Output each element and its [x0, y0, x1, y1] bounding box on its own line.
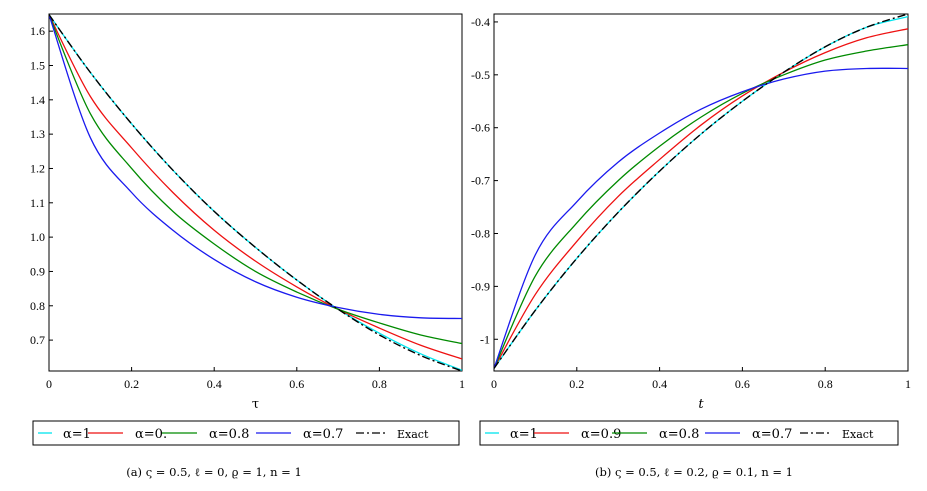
- plot-frame: [493, 13, 909, 372]
- series-line--0-: [49, 14, 462, 360]
- figure-caption: (b) ς = 0.5, ℓ = 0.2, ϱ = 0.1, n = 1: [595, 465, 793, 479]
- legend-entry: α=0.8: [209, 427, 249, 442]
- series-line-exact: [49, 14, 462, 371]
- x-tick-label: 0.6: [735, 377, 750, 391]
- y-tick-label: 1.5: [30, 58, 45, 72]
- y-tick-label: -0.7: [471, 174, 490, 188]
- y-tick-label: 1.1: [30, 196, 45, 210]
- x-tick-label: 0.8: [818, 377, 833, 391]
- y-tick-label: 1.0: [30, 230, 45, 244]
- legend-entry: Exact: [842, 428, 874, 441]
- y-tick-label: 0.7: [30, 333, 45, 347]
- legend-entry: α=0.: [135, 427, 167, 442]
- x-axis-label: τ: [252, 397, 259, 412]
- chart-panel-b: -1 -0.9 -0.8 -0.7 -0.6 -0.5 -0.4 0 0.2 0.4 0.6 0.8 1…: [471, 13, 911, 479]
- series-line--0-9: [494, 28, 908, 369]
- y-tick-label: -1: [480, 332, 490, 346]
- x-tick-label: 0.4: [652, 377, 667, 391]
- y-tick-label: -0.5: [471, 68, 490, 82]
- x-tick-label: 0.4: [207, 377, 222, 391]
- y-tick-label: -0.6: [471, 121, 490, 135]
- series-line--0-8: [49, 14, 462, 345]
- legend-entry: α=0.7: [752, 427, 792, 442]
- legend-entry: α=1: [63, 427, 91, 442]
- x-tick-label: 0.6: [289, 377, 304, 391]
- x-tick-label: 0: [46, 377, 52, 391]
- y-tick-label: 1.6: [30, 24, 45, 38]
- x-tick-label: 0.2: [569, 377, 584, 391]
- legend-entry: α=0.7: [303, 427, 343, 442]
- y-tick-label: 1.3: [30, 127, 45, 141]
- legend-entry: α=1: [510, 427, 538, 442]
- y-tick-label: 0.8: [30, 299, 45, 313]
- figure-caption: (a) ς = 0.5, ℓ = 0, ϱ = 1, n = 1: [126, 465, 302, 479]
- series-line--0-7: [494, 67, 908, 369]
- plot-frame: [48, 13, 463, 372]
- y-tick-label: -0.8: [471, 226, 490, 240]
- y-tick-label: 0.9: [30, 264, 45, 278]
- y-tick-label: -0.9: [471, 279, 490, 293]
- chart-panel-a: 0.7 0.8 0.9 1.0 1.1 1.2 1.3 1.4 1.5 1.6 0 0.2 0.4 0.6…: [30, 13, 465, 479]
- legend-entry: α=0.8: [659, 427, 699, 442]
- x-tick-label: 0.2: [124, 377, 139, 391]
- y-tick-label: 1.2: [30, 161, 45, 175]
- series-line--0-7: [49, 14, 462, 320]
- x-tick-label: 0.8: [372, 377, 387, 391]
- legend: α=1 α=0. α=0.8 α=0.7 Exact: [32, 420, 460, 446]
- legend: α=1 α=0.9 α=0.8 α=0.7 Exact: [479, 420, 899, 446]
- x-tick-label: 0: [491, 377, 497, 391]
- x-tick-label: 1: [905, 377, 911, 391]
- x-tick-label: 1: [459, 377, 465, 391]
- x-axis-label: t: [698, 397, 704, 412]
- y-tick-label: -0.4: [471, 15, 490, 29]
- legend-entry: Exact: [397, 428, 429, 441]
- y-tick-label: 1.4: [30, 93, 45, 107]
- series-line-exact: [494, 14, 908, 369]
- series-line--0-8: [494, 44, 908, 369]
- legend-entry: α=0.9: [581, 427, 621, 442]
